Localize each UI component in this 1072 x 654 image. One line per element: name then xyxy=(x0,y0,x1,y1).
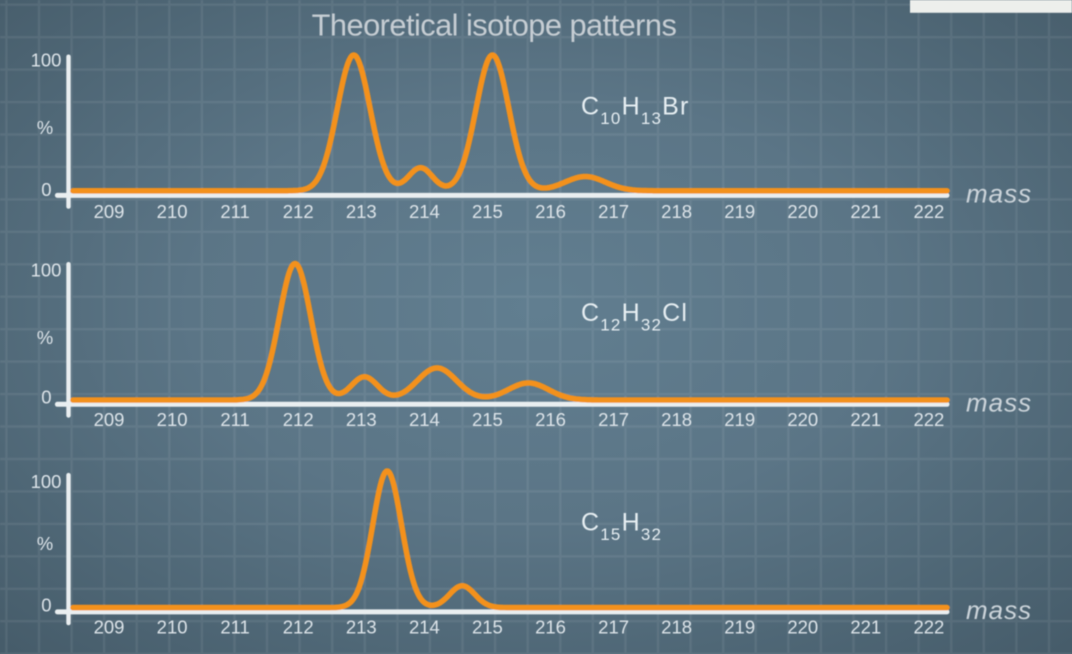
svg-text:213: 213 xyxy=(346,409,377,430)
svg-text:222: 222 xyxy=(913,409,944,430)
svg-text:C10H13Br: C10H13Br xyxy=(581,92,690,128)
svg-text:213: 213 xyxy=(346,617,377,638)
svg-text:217: 217 xyxy=(598,617,629,638)
svg-text:217: 217 xyxy=(598,409,629,430)
svg-text:209: 209 xyxy=(94,409,125,430)
svg-text:%: % xyxy=(37,533,53,554)
svg-text:216: 216 xyxy=(535,617,566,638)
svg-text:209: 209 xyxy=(94,617,125,638)
svg-text:218: 218 xyxy=(661,409,692,430)
svg-text:221: 221 xyxy=(850,617,881,638)
svg-text:215: 215 xyxy=(472,409,503,430)
svg-text:221: 221 xyxy=(850,201,881,222)
svg-text:0: 0 xyxy=(41,387,51,408)
svg-text:220: 220 xyxy=(787,617,818,638)
svg-text:216: 216 xyxy=(535,409,566,430)
svg-text:210: 210 xyxy=(157,409,188,430)
svg-text:211: 211 xyxy=(220,409,250,430)
svg-text:219: 219 xyxy=(724,617,755,638)
svg-text:212: 212 xyxy=(283,617,314,638)
svg-text:mass: mass xyxy=(966,179,1032,209)
svg-text:212: 212 xyxy=(283,201,314,222)
svg-text:%: % xyxy=(37,117,53,138)
svg-text:212: 212 xyxy=(283,409,314,430)
svg-text:210: 210 xyxy=(157,201,188,222)
svg-text:220: 220 xyxy=(787,201,818,222)
svg-text:100: 100 xyxy=(31,50,62,71)
svg-text:218: 218 xyxy=(661,617,692,638)
svg-text:214: 214 xyxy=(409,201,440,222)
svg-text:216: 216 xyxy=(535,201,566,222)
svg-text:214: 214 xyxy=(409,617,440,638)
svg-text:mass: mass xyxy=(966,595,1032,625)
svg-text:209: 209 xyxy=(94,201,125,222)
svg-text:0: 0 xyxy=(41,595,51,616)
svg-text:222: 222 xyxy=(913,201,944,222)
svg-text:218: 218 xyxy=(661,201,692,222)
svg-text:214: 214 xyxy=(409,409,440,430)
svg-text:220: 220 xyxy=(787,409,818,430)
svg-text:221: 221 xyxy=(850,409,881,430)
svg-text:mass: mass xyxy=(966,388,1032,418)
svg-text:Theoretical isotope patterns: Theoretical isotope patterns xyxy=(312,8,677,43)
svg-text:219: 219 xyxy=(724,409,755,430)
svg-text:%: % xyxy=(37,327,53,348)
svg-text:213: 213 xyxy=(346,201,377,222)
svg-text:219: 219 xyxy=(724,201,755,222)
svg-text:222: 222 xyxy=(913,617,944,638)
svg-text:211: 211 xyxy=(220,617,250,638)
svg-text:100: 100 xyxy=(31,260,62,281)
svg-text:215: 215 xyxy=(472,617,503,638)
svg-text:210: 210 xyxy=(157,617,188,638)
svg-text:217: 217 xyxy=(598,201,629,222)
svg-text:100: 100 xyxy=(31,471,62,492)
svg-text:0: 0 xyxy=(41,179,51,200)
svg-text:215: 215 xyxy=(472,201,503,222)
svg-text:211: 211 xyxy=(220,201,250,222)
